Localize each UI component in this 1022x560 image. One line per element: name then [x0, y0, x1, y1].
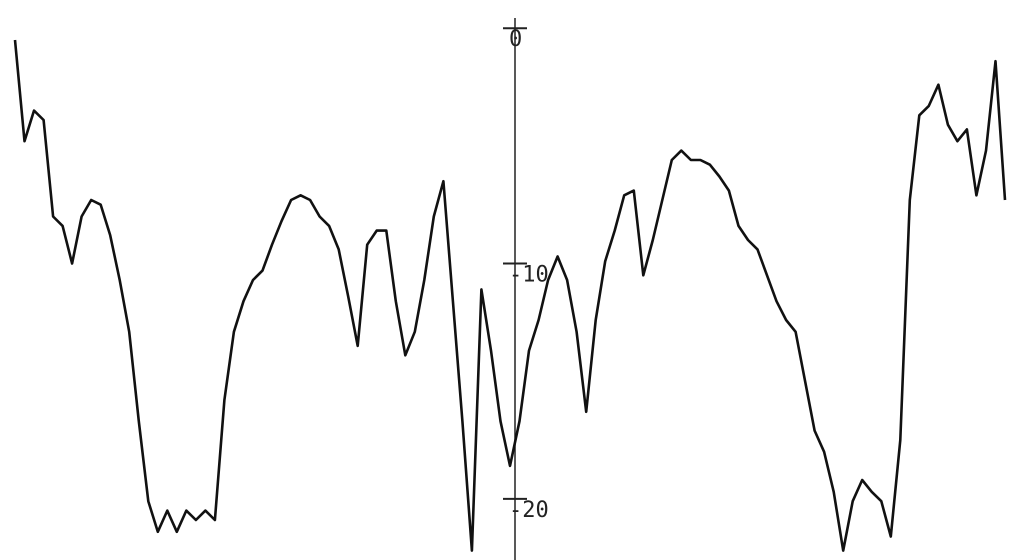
y-tick-label: -10	[509, 263, 549, 288]
y-tick-label: 0	[509, 27, 522, 52]
y-tick-label: -20	[509, 498, 549, 523]
data-line	[13, 39, 1007, 552]
